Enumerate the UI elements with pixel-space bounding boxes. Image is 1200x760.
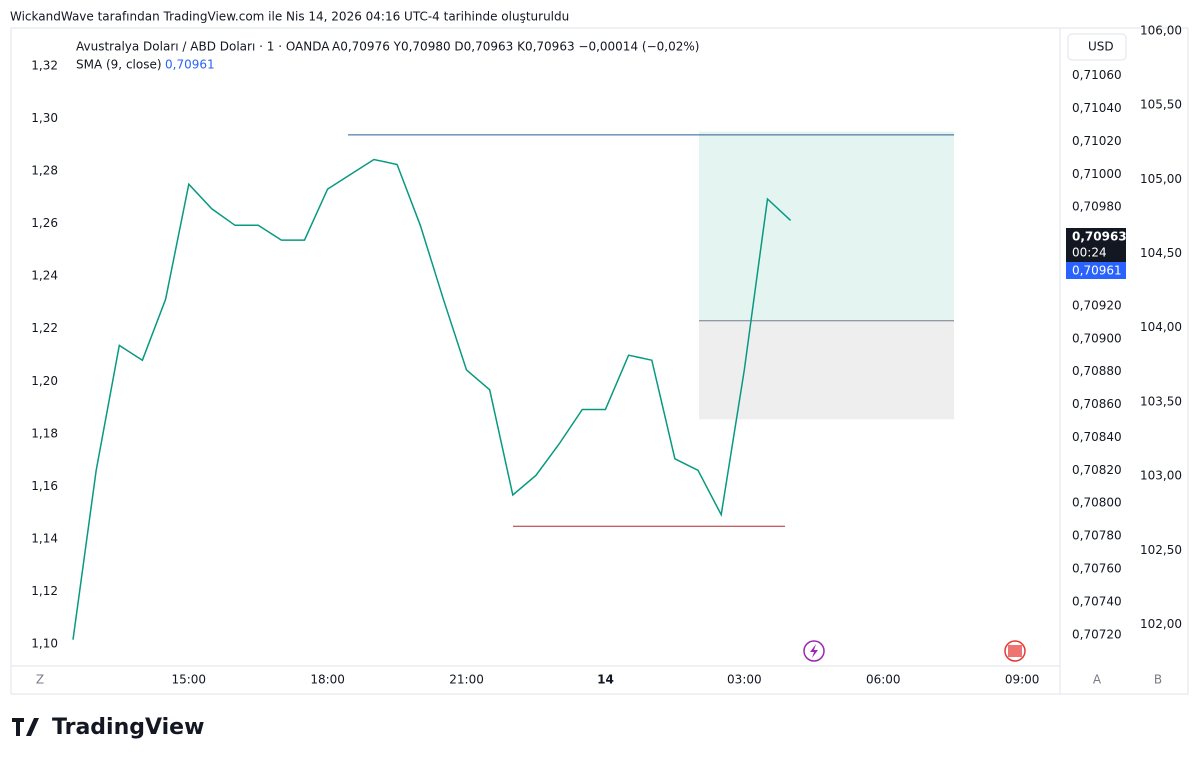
x-tick-label: 03:00 bbox=[727, 673, 762, 687]
last-price: 0,70963 bbox=[1072, 230, 1127, 244]
y-tick-label: 0,70980 bbox=[1072, 200, 1122, 214]
y-tick-label: 1,20 bbox=[31, 374, 58, 388]
flag-icon-body bbox=[1008, 645, 1022, 657]
target-zone bbox=[699, 131, 954, 321]
x-tick-label: 18:00 bbox=[310, 673, 345, 687]
y-tick-label: 104,00 bbox=[1140, 320, 1182, 334]
brand-logo: TradingView bbox=[12, 715, 204, 740]
y-tick-label: 0,70840 bbox=[1072, 430, 1122, 444]
y-tick-label: 0,71040 bbox=[1072, 101, 1122, 115]
y-tick-label: 0,70860 bbox=[1072, 397, 1122, 411]
y-tick-label: 1,32 bbox=[31, 59, 58, 73]
y-tick-label: 0,71060 bbox=[1072, 68, 1122, 82]
currency-button[interactable] bbox=[1067, 33, 1127, 61]
y-tick-label: 0,70820 bbox=[1072, 463, 1122, 477]
stop-zone bbox=[699, 320, 954, 420]
frame bbox=[10, 27, 1189, 695]
zoom-button[interactable]: Z bbox=[36, 673, 44, 687]
symbol: Avustralya Doları / ABD Doları · 1 · OAN… bbox=[76, 40, 330, 54]
y-tick-label: 103,50 bbox=[1140, 394, 1182, 408]
auto-button[interactable]: A bbox=[1093, 673, 1102, 687]
price-line bbox=[72, 158, 792, 640]
last-price-box bbox=[1066, 228, 1126, 262]
y-tick-label: 0,71000 bbox=[1072, 167, 1122, 181]
y-tick-label: 102,00 bbox=[1140, 617, 1182, 631]
y-tick-label: 1,30 bbox=[31, 111, 58, 125]
y-tick-label: 0,70880 bbox=[1072, 364, 1122, 378]
y-tick-label: 1,14 bbox=[31, 531, 58, 545]
y-tick-label: 0,70720 bbox=[1072, 627, 1122, 641]
y-tick-label: 0,70740 bbox=[1072, 594, 1122, 608]
x-tick-label: 09:00 bbox=[1005, 673, 1040, 687]
y-tick-label: 0,71020 bbox=[1072, 134, 1122, 148]
brand: TradingView bbox=[52, 715, 204, 740]
y-tick-label: 0,70920 bbox=[1072, 298, 1122, 312]
countdown: 00:24 bbox=[1072, 246, 1107, 260]
y-tick-label: 0,70800 bbox=[1072, 496, 1122, 510]
y-tick-label: 1,18 bbox=[31, 426, 58, 440]
y-tick-label: 0,70760 bbox=[1072, 561, 1122, 575]
y-tick-label: 1,22 bbox=[31, 321, 58, 335]
currency-label[interactable]: USD bbox=[1088, 40, 1114, 54]
x-tick-label: 15:00 bbox=[171, 673, 206, 687]
y-tick-label: 103,00 bbox=[1140, 469, 1182, 483]
scale-button[interactable]: B bbox=[1154, 673, 1162, 687]
ohlc: A0,70976 Y0,70980 D0,70963 K0,70963 −0,0… bbox=[332, 40, 699, 54]
sma-price-box bbox=[1066, 262, 1126, 279]
caption: WickandWave tarafından TradingView.com i… bbox=[10, 10, 569, 24]
y-tick-label: 1,12 bbox=[31, 584, 58, 598]
sma-price: 0,70961 bbox=[1072, 264, 1122, 278]
brand-mark bbox=[12, 718, 39, 736]
y-tick-label: 1,10 bbox=[31, 636, 58, 650]
y-tick-label: 106,00 bbox=[1140, 23, 1182, 37]
y-tick-label: 1,28 bbox=[31, 164, 58, 178]
y-tick-label: 1,16 bbox=[31, 479, 58, 493]
y-tick-label: 0,70900 bbox=[1072, 331, 1122, 345]
x-tick-label: 06:00 bbox=[866, 673, 901, 687]
y-tick-label: 104,50 bbox=[1140, 246, 1182, 260]
y-tick-label: 1,26 bbox=[31, 216, 58, 230]
x-tick-label: 14 bbox=[597, 673, 614, 687]
y-tick-label: 102,50 bbox=[1140, 543, 1182, 557]
y-tick-label: 1,24 bbox=[31, 269, 58, 283]
indicator: SMA (9, close) bbox=[76, 58, 162, 72]
y-tick-label: 105,50 bbox=[1140, 98, 1182, 112]
y-tick-label: 0,70780 bbox=[1072, 529, 1122, 543]
indicator-value: 0,70961 bbox=[165, 58, 215, 72]
event-icon-bolt bbox=[810, 644, 818, 658]
x-tick-label: 21:00 bbox=[449, 673, 484, 687]
y-tick-label: 105,00 bbox=[1140, 172, 1182, 186]
